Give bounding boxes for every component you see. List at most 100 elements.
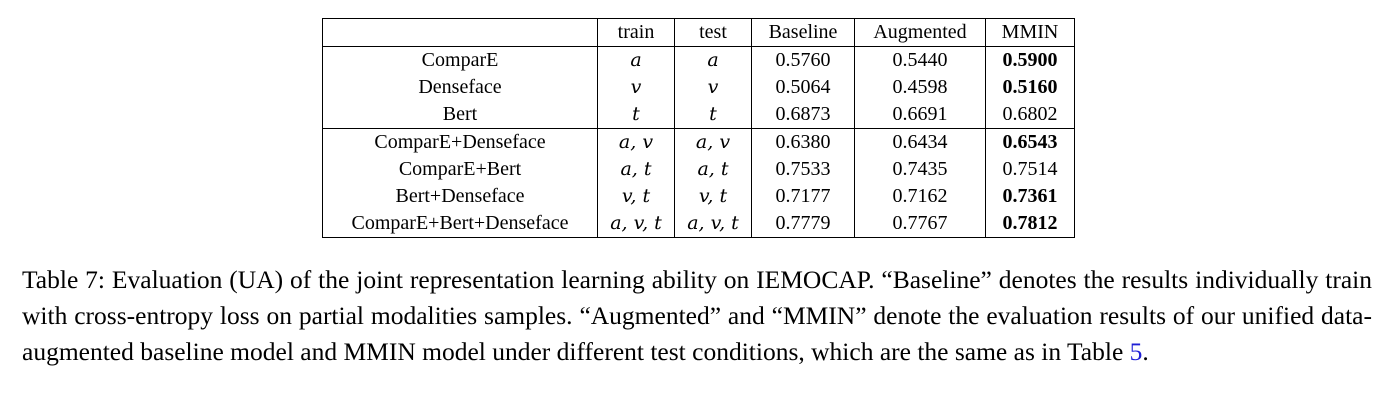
cell-augmented-value: 0.6691 — [892, 103, 948, 125]
cell-mmin: 0.6802 — [985, 101, 1075, 129]
cell-train: v — [597, 74, 675, 101]
table-row: Denseface v v 0.5064 0.4598 0.5160 — [322, 74, 1075, 101]
cell-augmented-value: 0.5440 — [892, 49, 948, 71]
cell-mmin-value: 0.7514 — [1002, 158, 1058, 180]
cell-test: a, t — [674, 156, 752, 183]
results-table: train test Baseline Augmented MMIN Compa… — [322, 18, 1075, 238]
cell-test: a, v — [674, 128, 752, 156]
cell-feature: Bert+Denseface — [322, 183, 598, 210]
cell-test-value: a, v — [695, 131, 731, 153]
cell-train: a, v, t — [597, 210, 675, 238]
table-reference-link[interactable]: 5 — [1129, 337, 1143, 366]
cell-test: t — [674, 101, 752, 129]
cell-mmin-value: 0.6802 — [1002, 103, 1058, 125]
cell-augmented: 0.7435 — [854, 156, 986, 183]
cell-feature-value: ComparE+Bert+Denseface — [351, 212, 569, 234]
cell-mmin-value: 0.5160 — [1002, 76, 1058, 98]
cell-mmin: 0.7812 — [985, 210, 1075, 238]
cell-baseline-value: 0.6873 — [775, 103, 831, 125]
caption-tail: . — [1142, 337, 1149, 366]
cell-mmin: 0.5160 — [985, 74, 1075, 101]
table-header-row: train test Baseline Augmented MMIN — [322, 18, 1075, 47]
cell-test-value: a, t — [697, 158, 729, 180]
caption-text: Table 7: Evaluation (UA) of the joint re… — [22, 265, 1372, 366]
cell-baseline-value: 0.7533 — [775, 158, 831, 180]
cell-test-value: v — [707, 76, 719, 98]
cell-train-value: v — [630, 76, 642, 98]
cell-train-value: a, t — [620, 158, 652, 180]
cell-feature-value: Bert+Denseface — [395, 185, 525, 207]
header-augmented: Augmented — [854, 18, 986, 47]
cell-baseline: 0.6380 — [751, 128, 855, 156]
cell-augmented-value: 0.7435 — [892, 158, 948, 180]
cell-augmented: 0.6434 — [854, 128, 986, 156]
header-test: test — [674, 18, 752, 47]
table-row: ComparE+Denseface a, v a, v 0.6380 0.6434 0.6… — [322, 128, 1075, 156]
cell-feature-value: ComparE+Denseface — [374, 131, 546, 153]
table-row: ComparE a a 0.5760 0.5440 0.5900 — [322, 46, 1075, 74]
header-mmin: MMIN — [985, 18, 1075, 47]
cell-feature-value: Bert — [442, 103, 478, 125]
table-row: Bert t t 0.6873 0.6691 0.6802 — [322, 101, 1075, 129]
table-row: Bert+Denseface v, t v, t 0.7177 0.7162 0.7361 — [322, 183, 1075, 210]
cell-feature-value: ComparE+Bert — [398, 158, 522, 180]
cell-mmin-value: 0.7812 — [1002, 212, 1058, 234]
cell-augmented: 0.4598 — [854, 74, 986, 101]
cell-mmin: 0.7361 — [985, 183, 1075, 210]
cell-baseline: 0.7177 — [751, 183, 855, 210]
cell-baseline: 0.7779 — [751, 210, 855, 238]
cell-mmin: 0.6543 — [985, 128, 1075, 156]
cell-augmented: 0.7162 — [854, 183, 986, 210]
cell-feature: ComparE+Denseface — [322, 128, 598, 156]
cell-mmin: 0.5900 — [985, 46, 1075, 74]
cell-feature: Denseface — [322, 74, 598, 101]
cell-augmented-value: 0.7767 — [892, 212, 948, 234]
cell-mmin-value: 0.7361 — [1002, 185, 1058, 207]
cell-feature: Bert — [322, 101, 598, 129]
cell-train-value: a — [630, 49, 642, 71]
cell-feature: ComparE+Bert — [322, 156, 598, 183]
cell-train: t — [597, 101, 675, 129]
cell-test-value: a, v, t — [687, 212, 739, 234]
cell-train-value: v, t — [621, 185, 651, 207]
cell-train: a — [597, 46, 675, 74]
header-train: train — [597, 18, 675, 47]
cell-baseline: 0.5064 — [751, 74, 855, 101]
cell-mmin: 0.7514 — [985, 156, 1075, 183]
cell-baseline-value: 0.7779 — [775, 212, 831, 234]
cell-train: v, t — [597, 183, 675, 210]
cell-test-value: v, t — [698, 185, 728, 207]
cell-feature: ComparE — [322, 46, 598, 74]
cell-augmented: 0.5440 — [854, 46, 986, 74]
cell-train: a, t — [597, 156, 675, 183]
cell-augmented-value: 0.6434 — [892, 131, 948, 153]
header-baseline: Baseline — [751, 18, 855, 47]
cell-baseline: 0.5760 — [751, 46, 855, 74]
cell-baseline-value: 0.6380 — [775, 131, 831, 153]
cell-test: a — [674, 46, 752, 74]
cell-train-value: t — [632, 103, 640, 125]
cell-baseline-value: 0.5760 — [775, 49, 831, 71]
cell-augmented-value: 0.7162 — [892, 185, 948, 207]
cell-augmented-value: 0.4598 — [892, 76, 948, 98]
cell-test: v — [674, 74, 752, 101]
cell-test: a, v, t — [674, 210, 752, 238]
table-body: ComparE a a 0.5760 0.5440 0.5900 Denseface v v 0.… — [322, 46, 1075, 238]
cell-train: a, v — [597, 128, 675, 156]
table-row: ComparE+Bert a, t a, t 0.7533 0.7435 0.7514 — [322, 156, 1075, 183]
cell-augmented: 0.7767 — [854, 210, 986, 238]
cell-mmin-value: 0.5900 — [1002, 49, 1058, 71]
cell-test-value: a — [707, 49, 719, 71]
cell-baseline-value: 0.5064 — [775, 76, 831, 98]
cell-train-value: a, v — [618, 131, 654, 153]
cell-augmented: 0.6691 — [854, 101, 986, 129]
cell-baseline: 0.7533 — [751, 156, 855, 183]
cell-feature: ComparE+Bert+Denseface — [322, 210, 598, 238]
cell-test-value: t — [709, 103, 717, 125]
cell-feature-value: ComparE — [421, 49, 499, 71]
cell-feature-value: Denseface — [418, 76, 502, 98]
cell-baseline: 0.6873 — [751, 101, 855, 129]
cell-mmin-value: 0.6543 — [1002, 131, 1058, 153]
table-row: ComparE+Bert+Denseface a, v, t a, v, t 0.77… — [322, 210, 1075, 238]
cell-test: v, t — [674, 183, 752, 210]
